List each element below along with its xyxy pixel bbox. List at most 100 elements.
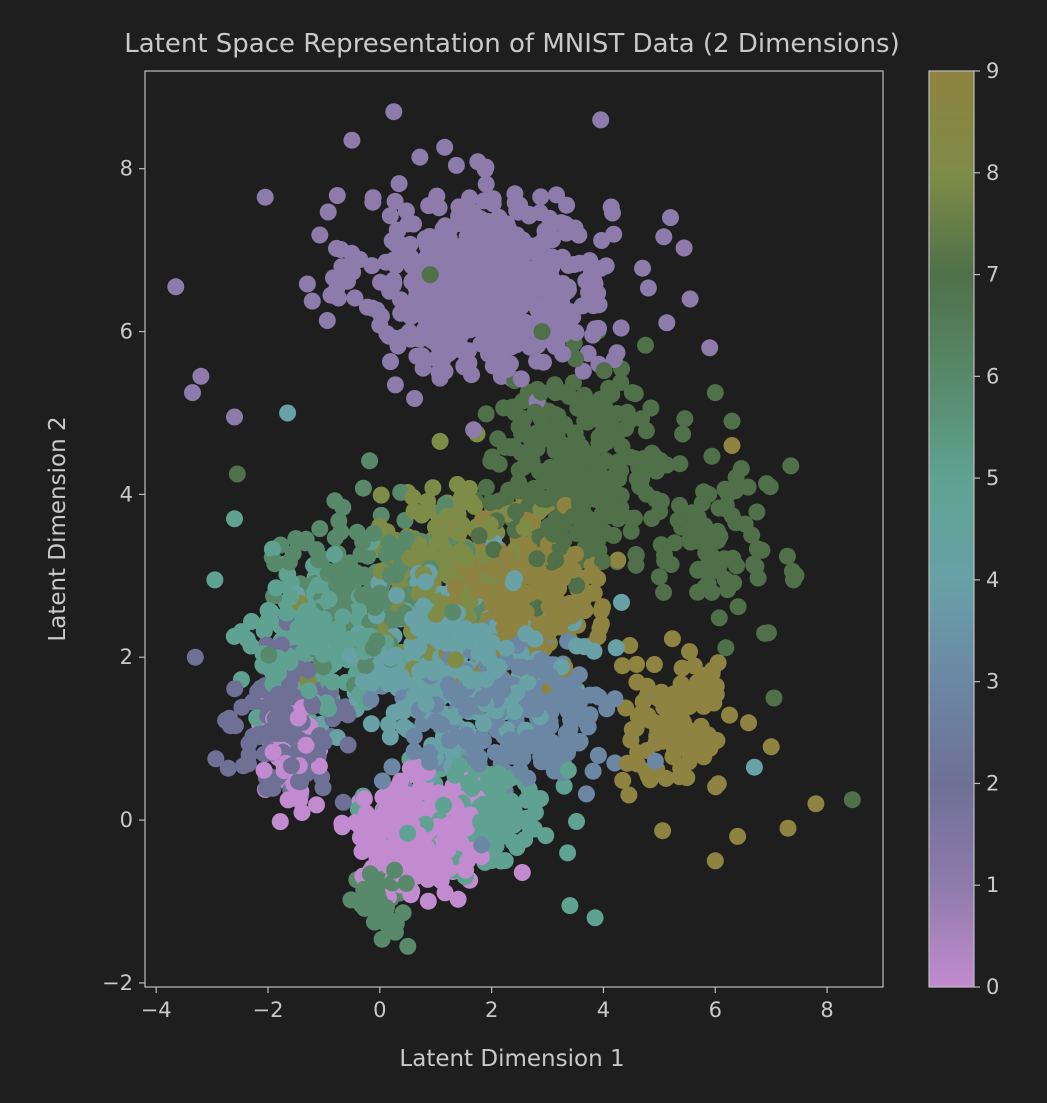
scatter-point: [525, 479, 543, 497]
scatter-point: [256, 188, 274, 206]
scatter-point: [682, 533, 700, 551]
plot-frame: [144, 70, 884, 988]
scatter-point: [673, 659, 691, 677]
scatter-point: [707, 778, 725, 796]
scatter-point: [558, 731, 576, 749]
scatter-point: [263, 540, 281, 558]
scatter-point: [585, 584, 603, 602]
scatter-point: [434, 223, 452, 241]
scatter-point: [510, 461, 528, 479]
scatter-point: [486, 662, 504, 680]
scatter-point: [532, 748, 550, 765]
scatter-point: [260, 646, 278, 664]
scatter-point: [613, 593, 630, 611]
scatter-point: [481, 516, 499, 534]
colorbar-ticks: 0 1 2 3 4 5 6 7 8 9: [974, 59, 999, 999]
scatter-point: [390, 175, 408, 193]
scatter-point: [226, 408, 243, 426]
scatter-point: [614, 771, 632, 789]
scatter-point: [515, 519, 533, 537]
scatter-point: [339, 736, 357, 754]
scatter-point: [346, 289, 364, 307]
scatter-point: [447, 156, 465, 174]
scatter-point: [372, 486, 390, 504]
scatter-point: [682, 744, 700, 762]
scatter-point: [465, 421, 483, 439]
scatter-point: [288, 531, 306, 549]
scatter-point: [464, 229, 481, 246]
scatter-point: [462, 492, 480, 510]
scatter-point: [419, 492, 437, 510]
scatter-point: [238, 630, 256, 648]
scatter-point: [319, 203, 337, 221]
scatter-point: [492, 308, 510, 326]
scatter-point: [382, 838, 400, 856]
scatter-point: [457, 292, 475, 310]
x-tick-label: −4: [141, 998, 172, 1022]
scatter-point: [697, 559, 714, 577]
scatter-point: [512, 370, 530, 388]
scatter-point: [587, 514, 605, 532]
scatter-point: [669, 739, 687, 757]
scatter-point: [778, 547, 796, 565]
scatter-point: [460, 214, 478, 232]
scatter-point: [330, 512, 348, 530]
scatter-point: [559, 744, 576, 762]
scatter-point: [689, 508, 707, 526]
scatter-point: [740, 714, 757, 732]
scatter-point: [297, 736, 315, 754]
scatter-point: [532, 383, 550, 401]
scatter-point: [314, 779, 332, 797]
scatter-point: [612, 319, 630, 337]
scatter-point: [382, 649, 400, 667]
scatter-point: [546, 610, 564, 628]
scatter-point: [392, 787, 410, 805]
scatter-point: [411, 662, 428, 680]
y-tick-label: 4: [120, 482, 133, 506]
scatter-point: [540, 223, 558, 240]
colorbar-tick-label: 6: [986, 364, 999, 388]
scatter-point: [322, 286, 340, 304]
scatter-point: [371, 891, 388, 909]
scatter-point: [473, 622, 491, 640]
scatter-point: [493, 236, 511, 254]
scatter-point: [378, 325, 396, 343]
scatter-point: [423, 252, 441, 269]
scatter-point: [473, 836, 491, 854]
scatter-point: [450, 635, 468, 653]
scatter-point: [358, 298, 376, 316]
scatter-point: [476, 161, 494, 178]
scatter-point: [634, 693, 652, 711]
y-tick-label: 0: [120, 808, 133, 832]
scatter-point: [427, 350, 445, 368]
scatter-point: [364, 189, 382, 207]
scatter-point: [628, 755, 646, 773]
scatter-point: [704, 661, 721, 679]
scatter-point: [706, 852, 724, 870]
scatter-point: [385, 103, 403, 121]
scatter-point: [490, 786, 508, 803]
scatter-point: [710, 609, 728, 627]
scatter-point: [765, 689, 783, 707]
scatter-point: [206, 571, 224, 589]
scatter-point: [264, 743, 282, 761]
scatter-point: [584, 762, 602, 780]
scatter-point: [508, 202, 526, 220]
scatter-point: [311, 520, 329, 538]
scatter-point: [675, 239, 693, 257]
scatter-point: [368, 632, 386, 650]
scatter-point: [386, 376, 404, 394]
scatter-point: [608, 405, 626, 422]
y-tick-label: 8: [120, 157, 133, 181]
scatter-point: [381, 728, 399, 746]
scatter-point: [494, 681, 512, 699]
scatter-point: [421, 266, 439, 284]
scatter-point: [463, 366, 480, 384]
scatter-point: [585, 642, 603, 660]
scatter-point: [304, 697, 322, 715]
scatter-point: [639, 707, 657, 725]
scatter-point: [673, 518, 691, 536]
scatter-point: [555, 777, 573, 795]
scatter-point: [554, 325, 572, 343]
scatter-point: [441, 731, 459, 749]
